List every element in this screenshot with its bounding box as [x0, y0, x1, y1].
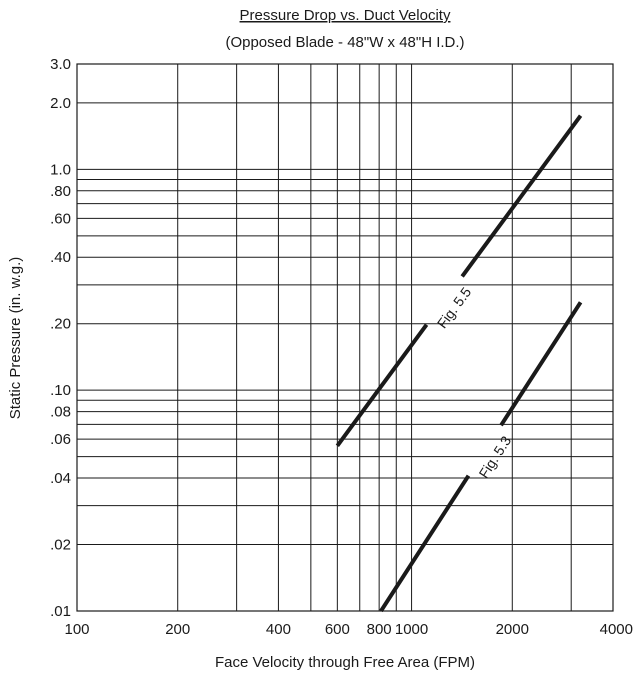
y-tick-label: .02	[50, 537, 71, 554]
y-tick-label: 3.0	[50, 56, 71, 73]
x-tick-label: 4000	[600, 621, 633, 638]
series-line	[379, 301, 583, 613]
y-tick-label: .06	[50, 431, 71, 448]
grid-lines	[77, 64, 613, 611]
y-tick-label: .04	[50, 470, 71, 487]
x-tick-label: 200	[165, 621, 190, 638]
y-tick-label: 1.0	[50, 161, 71, 178]
y-tick-label: .60	[50, 210, 71, 227]
y-axis-label: Static Pressure (in. w.g.)	[7, 257, 24, 420]
x-axis-ticks: 100 200 400 600 800 1000 2000 4000	[64, 621, 633, 638]
y-tick-label: .40	[50, 249, 71, 266]
y-axis-ticks: .01 .02 .04 .06 .08 .10 .20 .40 .60 .80 1.0 2.0 3.0	[50, 56, 71, 620]
series-line	[335, 114, 583, 447]
chart-subtitle: (Opposed Blade - 48"W x 48"H I.D.)	[225, 34, 464, 51]
y-tick-label: 2.0	[50, 95, 71, 112]
y-tick-label: .01	[50, 603, 71, 620]
x-tick-label: 800	[367, 621, 392, 638]
y-tick-label: .20	[50, 316, 71, 333]
x-tick-label: 2000	[496, 621, 529, 638]
x-tick-label: 400	[266, 621, 291, 638]
plot-frame	[76, 63, 614, 612]
x-axis-label: Face Velocity through Free Area (FPM)	[215, 654, 475, 671]
chart-title: Pressure Drop vs. Duct Velocity	[240, 7, 451, 24]
x-tick-label: 1000	[395, 621, 428, 638]
y-tick-label: .08	[50, 404, 71, 421]
x-tick-label: 100	[64, 621, 89, 638]
y-tick-label: .10	[50, 382, 71, 399]
x-tick-label: 600	[325, 621, 350, 638]
y-tick-label: .80	[50, 183, 71, 200]
